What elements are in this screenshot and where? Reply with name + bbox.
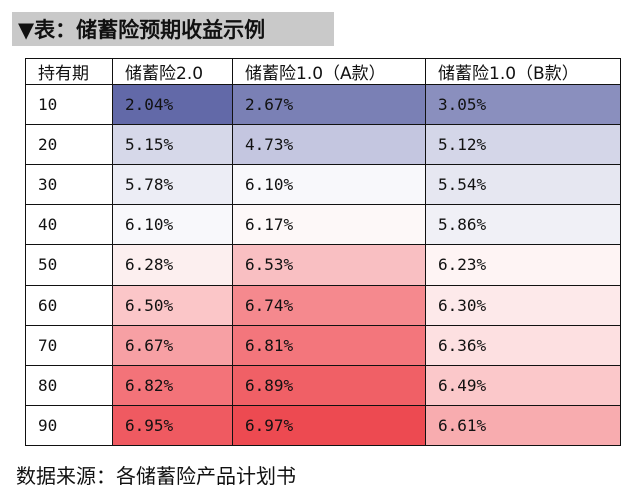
table-header-row: 持有期 储蓄险2.0 储蓄险1.0（A款） 储蓄险1.0（B款） (25, 58, 621, 85)
savings-yield-table: 持有期 储蓄险2.0 储蓄险1.0（A款） 储蓄险1.0（B款） 10 2.04%… (25, 58, 621, 447)
header-savings-1-0-b: 储蓄险1.0（B款） (425, 58, 621, 85)
cell-savings-1-0-b: 5.12% (425, 124, 621, 166)
table-row: 50 6.28% 6.53% 6.23% (25, 244, 621, 286)
cell-savings-2-0: 6.82% (112, 364, 233, 406)
cell-savings-1-0-b: 6.30% (425, 284, 621, 326)
cell-savings-2-0: 5.78% (112, 164, 233, 206)
header-savings-2-0: 储蓄险2.0 (112, 58, 233, 85)
table-row: 80 6.82% 6.89% 6.49% (25, 364, 621, 406)
cell-holding-period: 30 (25, 164, 113, 206)
cell-savings-1-0-a: 4.73% (232, 124, 426, 166)
cell-savings-2-0: 6.67% (112, 324, 233, 366)
cell-holding-period: 90 (25, 404, 113, 447)
cell-savings-1-0-a: 6.17% (232, 204, 426, 246)
cell-savings-1-0-b: 6.49% (425, 364, 621, 406)
cell-holding-period: 10 (25, 83, 113, 126)
data-source-note: 数据来源：各储蓄险产品计划书 (16, 464, 296, 488)
table-title: ▼表：储蓄险预期收益示例 (12, 12, 334, 46)
cell-savings-2-0: 6.95% (112, 404, 233, 447)
title-text: ▼表：储蓄险预期收益示例 (18, 18, 266, 42)
table-row: 60 6.50% 6.74% 6.30% (25, 284, 621, 326)
header-holding-period: 持有期 (25, 58, 113, 85)
cell-savings-1-0-a: 6.10% (232, 164, 426, 206)
table-row: 70 6.67% 6.81% 6.36% (25, 324, 621, 366)
cell-holding-period: 20 (25, 124, 113, 166)
table-body: 10 2.04% 2.67% 3.05% 20 5.15% 4.73% 5.12% 30 5.78… (25, 83, 621, 447)
cell-holding-period: 40 (25, 204, 113, 246)
cell-savings-1-0-a: 6.89% (232, 364, 426, 406)
cell-savings-2-0: 6.50% (112, 284, 233, 326)
cell-savings-1-0-a: 6.74% (232, 284, 426, 326)
cell-savings-2-0: 6.10% (112, 204, 233, 246)
table-row: 10 2.04% 2.67% 3.05% (25, 83, 621, 126)
table-row: 30 5.78% 6.10% 5.54% (25, 164, 621, 206)
cell-savings-2-0: 2.04% (112, 83, 233, 126)
cell-savings-1-0-a: 6.97% (232, 404, 426, 447)
cell-savings-1-0-a: 6.81% (232, 324, 426, 366)
table-row: 40 6.10% 6.17% 5.86% (25, 204, 621, 246)
cell-holding-period: 60 (25, 284, 113, 326)
cell-savings-1-0-b: 6.23% (425, 244, 621, 286)
cell-holding-period: 80 (25, 364, 113, 406)
cell-savings-1-0-b: 6.61% (425, 404, 621, 447)
cell-savings-1-0-b: 6.36% (425, 324, 621, 366)
cell-savings-1-0-b: 5.86% (425, 204, 621, 246)
cell-savings-1-0-b: 5.54% (425, 164, 621, 206)
cell-savings-1-0-a: 2.67% (232, 83, 426, 126)
header-savings-1-0-a: 储蓄险1.0（A款） (232, 58, 426, 85)
table-row: 90 6.95% 6.97% 6.61% (25, 404, 621, 447)
cell-savings-1-0-b: 3.05% (425, 83, 621, 126)
cell-holding-period: 70 (25, 324, 113, 366)
cell-savings-1-0-a: 6.53% (232, 244, 426, 286)
cell-savings-2-0: 6.28% (112, 244, 233, 286)
cell-holding-period: 50 (25, 244, 113, 286)
table-row: 20 5.15% 4.73% 5.12% (25, 124, 621, 166)
cell-savings-2-0: 5.15% (112, 124, 233, 166)
